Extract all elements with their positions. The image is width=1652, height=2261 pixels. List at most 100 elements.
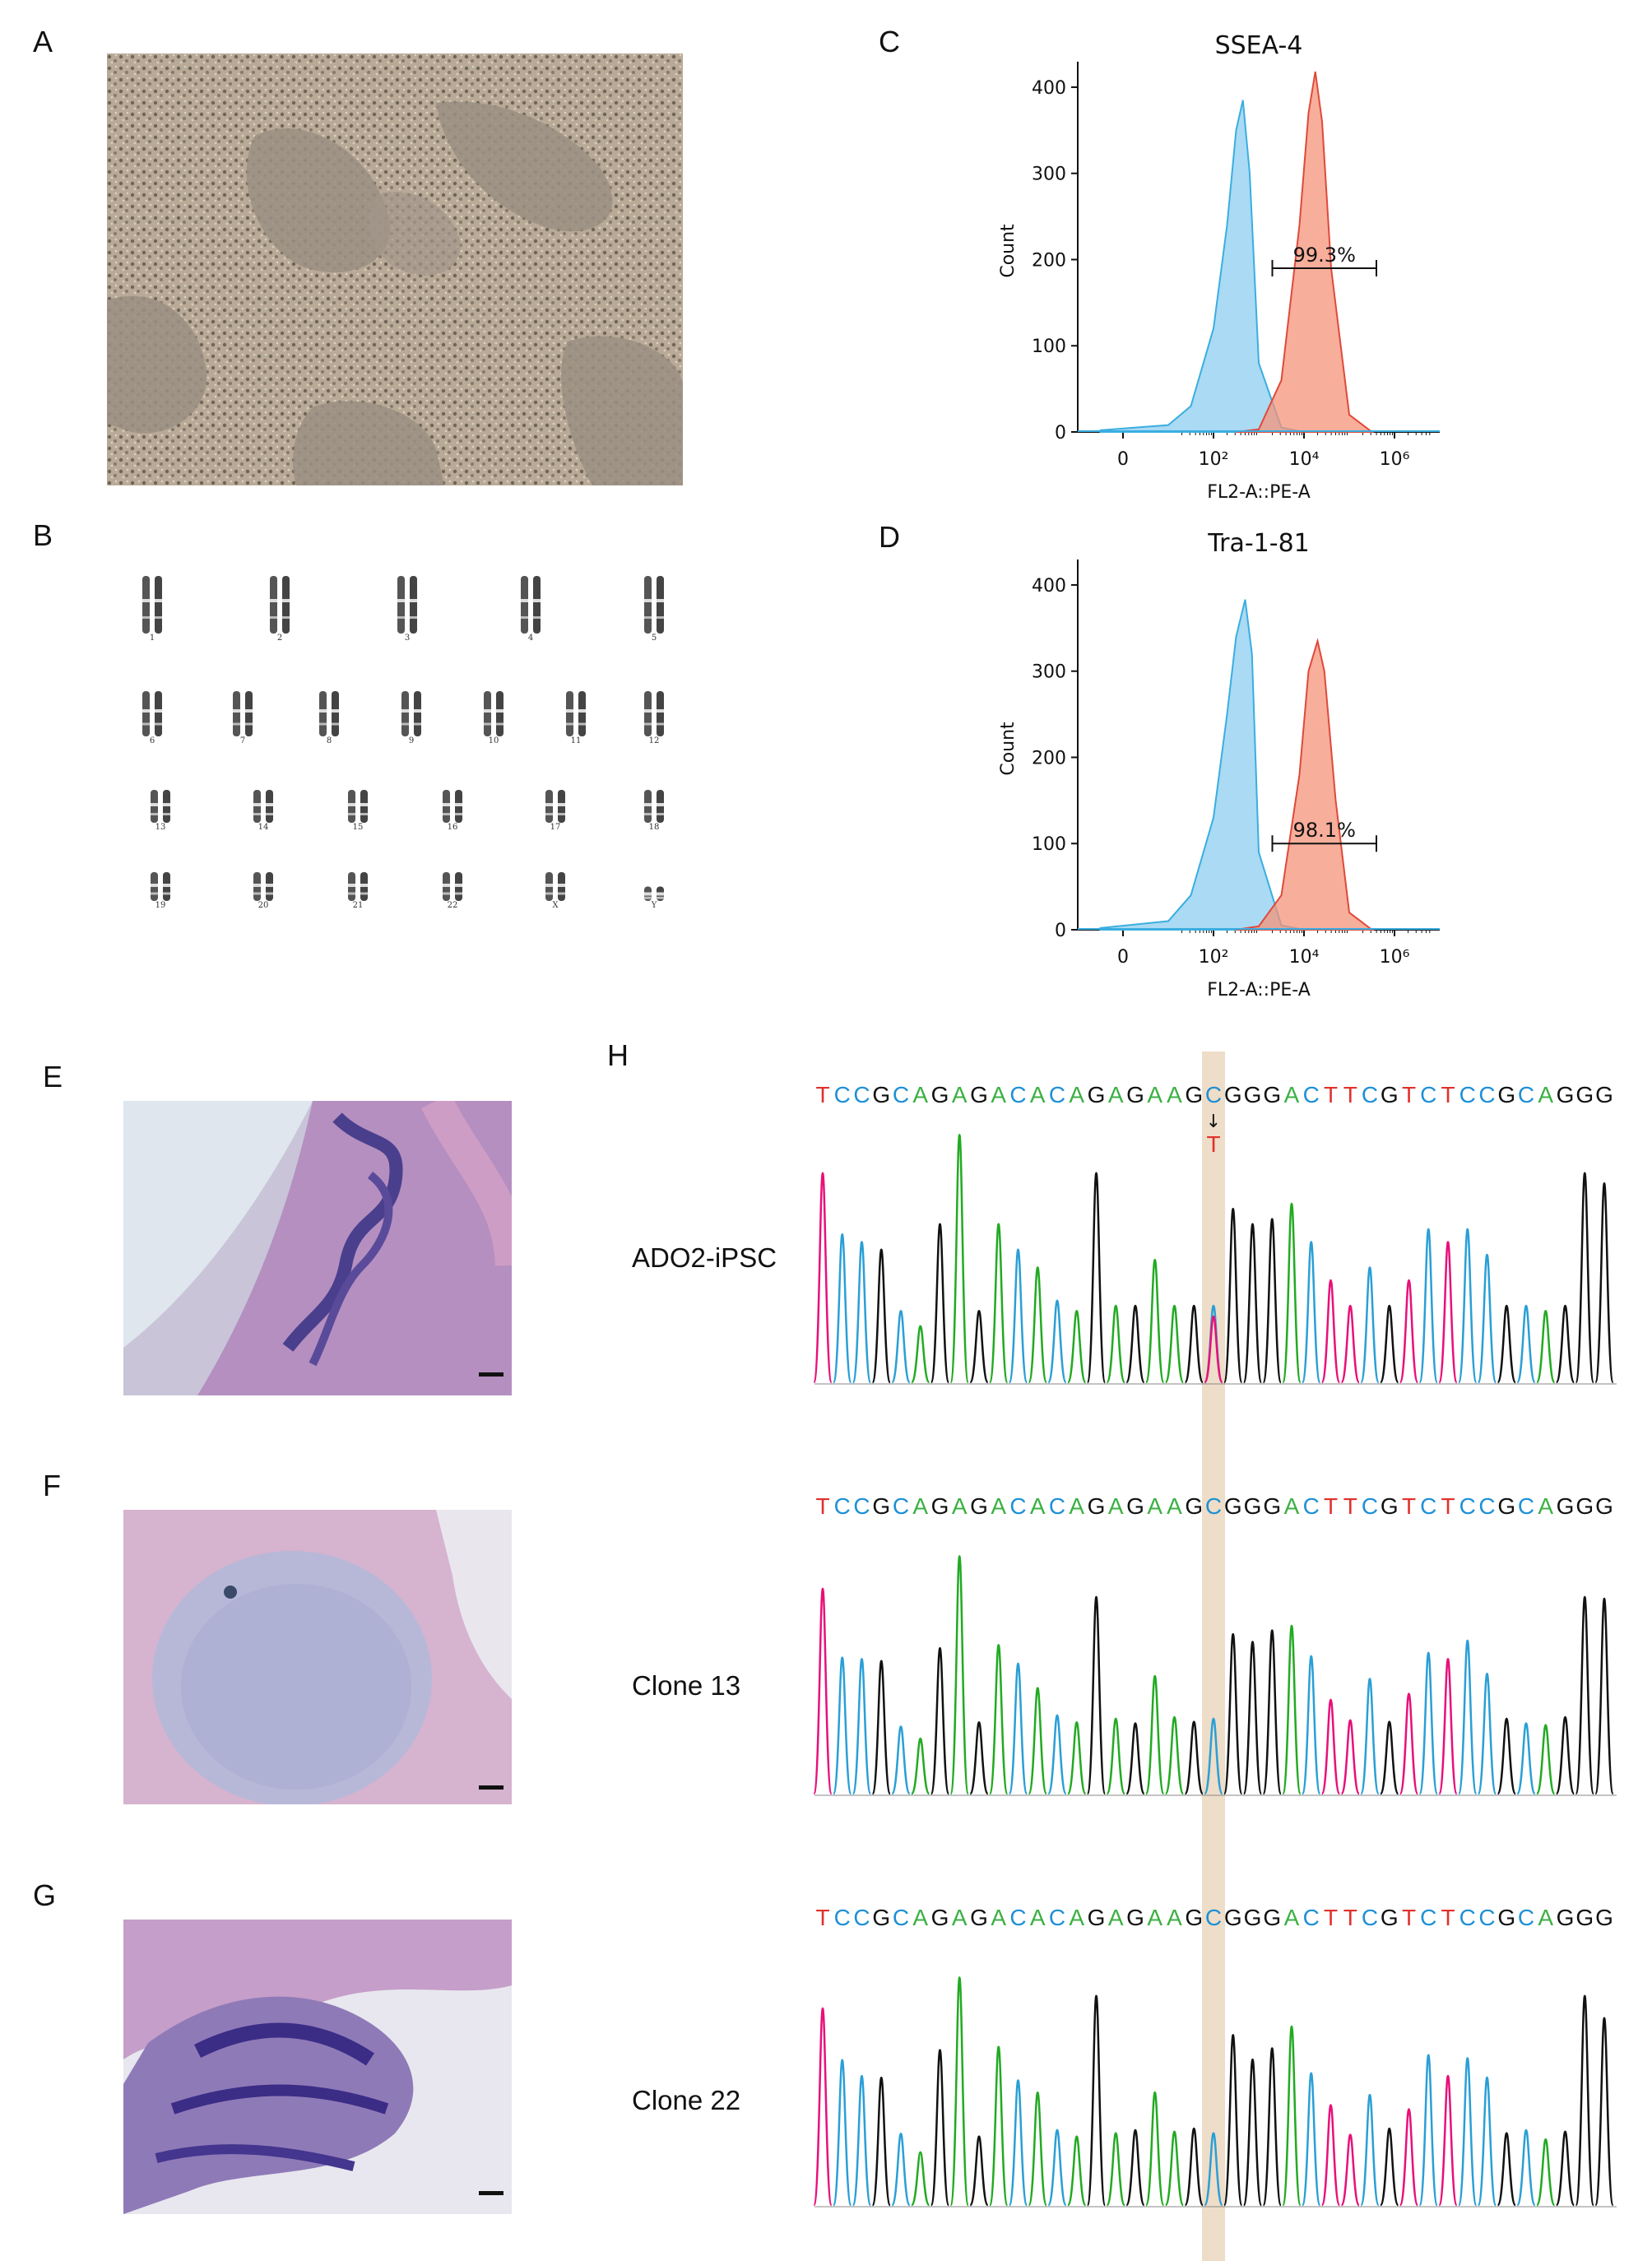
mutation-base-call: T [1206,1131,1220,1157]
base-call: G [1595,1082,1613,1107]
teratoma-he-mesoderm [123,1510,512,1804]
base-call: C [1478,1493,1495,1519]
base-call: C [853,1905,870,1930]
base-call: G [1497,1493,1515,1519]
stained-histogram [1236,71,1375,433]
chromosome-label: 2 [276,634,283,643]
x-tick-label: 10² [1199,449,1229,470]
base-call: A [1069,1493,1084,1519]
trace-a [910,1555,1556,1795]
base-call: C [1420,1905,1436,1930]
trace-t [813,2007,1458,2207]
base-call: C [1049,1082,1065,1107]
base-call: A [1069,1082,1084,1107]
base-call: G [1244,1082,1262,1107]
base-call: T [1324,1493,1338,1519]
flow-title: Tra-1-81 [1207,529,1310,558]
gate-percentage: 99.3% [1293,244,1356,267]
base-call: G [872,1493,890,1519]
y-tick-label: 100 [1032,834,1066,855]
base-call: A [1108,1082,1124,1107]
base-call: C [1009,1905,1026,1930]
chromosome-label: 20 [258,901,269,910]
base-call: T [1324,1082,1338,1107]
mutation-site-highlight [1202,1052,1225,2261]
base-call: A [1538,1905,1553,1930]
base-call: G [1088,1493,1106,1519]
x-axis-label: FL2-A::PE-A [1207,482,1311,503]
base-call: T [1402,1082,1416,1107]
base-call: T [815,1082,829,1107]
panel-label-f: F [43,1469,61,1502]
chromosome-pair: 14 [243,790,284,832]
base-call: A [1167,1493,1182,1519]
x-tick-label: 10⁴ [1289,449,1320,470]
base-call: C [1518,1905,1534,1930]
base-call: G [1381,1905,1399,1930]
teratoma-he-endoderm [123,1101,512,1395]
base-call: C [1205,1493,1222,1519]
chromosome-pair: X [535,872,576,910]
chromosome-label: 21 [352,901,364,910]
base-call: T [815,1493,829,1519]
base-call: G [1263,1493,1281,1519]
base-call: G [1263,1905,1281,1930]
base-call: C [1303,1905,1320,1930]
base-call: C [1205,1905,1222,1930]
base-call: T [1324,1905,1338,1930]
x-tick-label: 0 [1117,449,1129,470]
panel-label-h: H [607,1038,629,1072]
base-call: A [952,1493,968,1519]
base-call: A [1538,1493,1553,1519]
chromosome-pair: 2 [259,576,300,643]
trace-c [832,2054,1536,2207]
ipsc-colony-micrograph [107,53,683,485]
chromosome-label: 5 [651,634,657,643]
base-call: G [1497,1905,1515,1930]
base-call: C [1459,1082,1476,1107]
base-call: T [815,1905,829,1930]
chromosome-label: 6 [149,736,155,745]
control-histogram [1099,599,1305,931]
chromosome-pair: 19 [140,872,181,910]
chromosome-pair: 17 [535,790,576,832]
base-call: G [1224,1082,1242,1107]
chromosome-label: 18 [648,823,660,832]
chromosome-label: 19 [155,901,166,910]
chromosome-pair: 10 [473,691,514,745]
base-call: C [834,1905,851,1930]
base-call: G [1263,1082,1281,1107]
base-call: A [1147,1082,1162,1107]
flow-title: SSEA-4 [1215,31,1303,60]
chromosome-pair: 7 [222,691,263,745]
base-call: A [1147,1905,1162,1930]
base-call: T [1343,1493,1357,1519]
base-call: C [893,1082,909,1107]
base-call: G [1224,1493,1242,1519]
karyotype-spread: 1 2 3 4 [107,551,683,930]
chromosome-label: 22 [447,901,458,910]
chromosome-pair: 21 [337,872,378,910]
base-call: G [1557,1905,1575,1930]
base-call: A [1069,1905,1084,1930]
y-tick-label: 200 [1032,250,1066,271]
base-call: G [1244,1493,1262,1519]
trace-g [871,1595,1614,1795]
trace-c [832,1228,1536,1384]
y-tick-label: 0 [1055,921,1066,941]
panel-label-d: D [879,520,900,554]
mutation-arrow: ↓ [1206,1112,1221,1132]
base-call: G [1575,1493,1594,1519]
base-call: C [1459,1905,1476,1930]
chromosome-label: 12 [648,736,660,745]
chromosome-pair: 11 [555,691,596,745]
base-call: T [1402,1905,1416,1930]
base-call: A [1030,1493,1046,1519]
base-call: G [1575,1082,1594,1107]
chromosome-label: 17 [550,823,561,832]
chromosome-label: X [552,901,559,910]
base-call: A [991,1493,1006,1519]
